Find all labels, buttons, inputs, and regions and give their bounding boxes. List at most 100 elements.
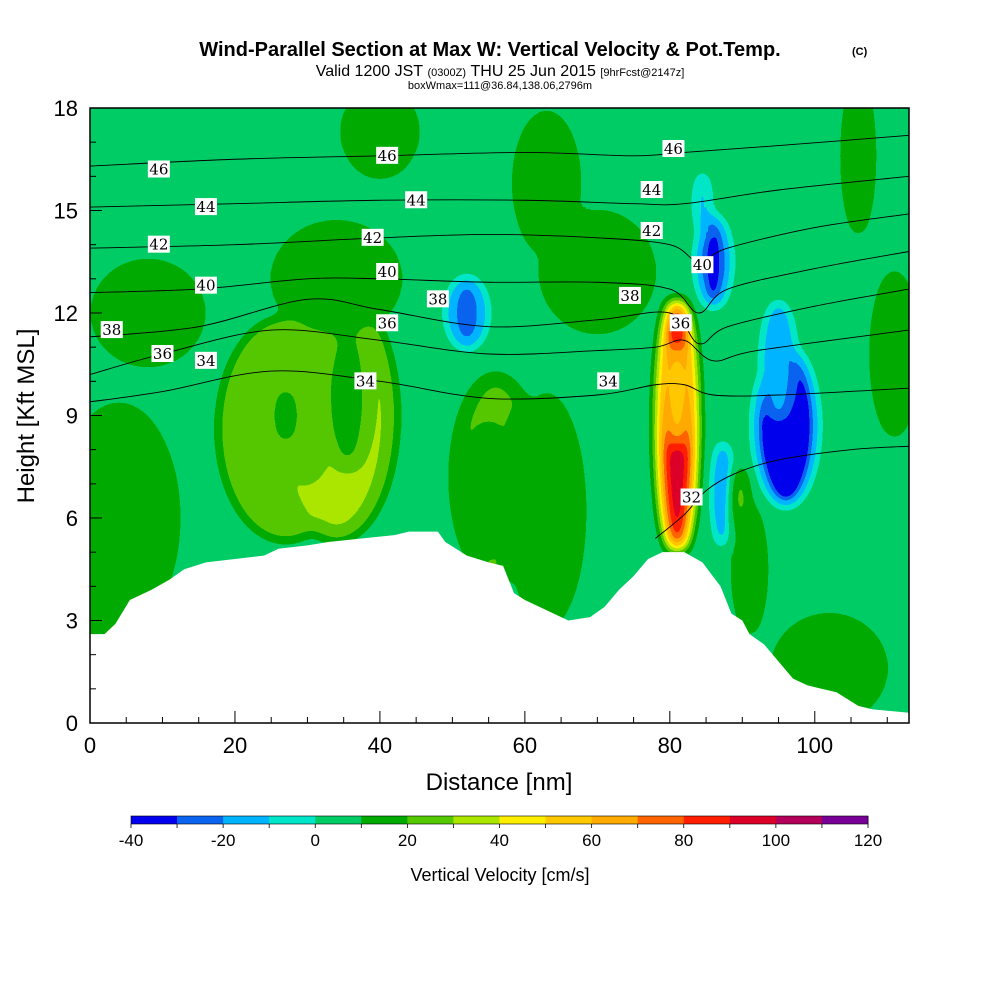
velocity-cell — [445, 275, 489, 351]
contour-label: 34 — [194, 351, 217, 370]
theta-contours — [90, 134, 909, 539]
contour-label-text: 42 — [149, 236, 168, 254]
colorbar-swatch — [131, 816, 178, 824]
y-tick-label: 15 — [54, 199, 78, 224]
contour-label: 36 — [151, 345, 174, 363]
contour-label: 38 — [426, 290, 449, 308]
colorbar-label: Vertical Velocity [cm/s] — [410, 865, 589, 885]
contour-label-bg — [151, 345, 174, 362]
contour-label-text: 36 — [153, 345, 172, 363]
copyright-mark: (C) — [852, 46, 868, 58]
x-tick-label: 40 — [368, 733, 392, 758]
colorbar-tick-label: 40 — [490, 831, 509, 850]
colorbar-tick-label: -20 — [211, 831, 236, 850]
valid-prefix: Valid 1200 JST — [316, 63, 424, 80]
contour-label-text: 34 — [356, 372, 375, 390]
valid-time-line: Valid 1200 JST (0300Z) THU 25 Jun 2015 [… — [316, 63, 685, 80]
contour-label-bg — [426, 290, 449, 308]
contour-label: 46 — [376, 146, 399, 165]
y-tick-label: 3 — [66, 609, 78, 634]
colorbar-swatch — [361, 816, 408, 824]
contour-label-text: 44 — [196, 198, 215, 216]
contour-label-bg — [100, 321, 123, 339]
contour-label-text: 44 — [407, 191, 426, 209]
colorbar-tick-label: 20 — [398, 831, 417, 850]
contour-label: 38 — [100, 321, 123, 339]
terrain — [90, 531, 909, 723]
forecast-info: [9hrFcst@2147z] — [600, 67, 684, 79]
colorbar-swatch — [821, 816, 869, 824]
contour-label: 44 — [640, 181, 663, 199]
contour-label-text: 40 — [378, 263, 397, 281]
y-tick-label: 0 — [66, 711, 78, 736]
contour-label-text: 38 — [428, 290, 447, 308]
contour-label-bg — [597, 372, 620, 390]
theta-contour-36 — [90, 329, 909, 375]
velocity-cell — [503, 388, 591, 635]
contour-label-text: 46 — [664, 140, 683, 158]
contour-label-bg — [376, 146, 399, 164]
colorbar-swatch — [637, 816, 685, 824]
contour-label-bg — [618, 286, 641, 304]
contour-label: 40 — [194, 276, 217, 295]
contour-label-text: 42 — [363, 229, 382, 247]
colorbar-swatch — [315, 816, 362, 824]
contour-label-bg — [376, 263, 399, 280]
contour-label-bg — [194, 276, 217, 294]
velocity-cell — [869, 268, 909, 440]
velocity-cell — [760, 299, 797, 423]
contour-label-bg — [194, 351, 217, 369]
contour-label: 46 — [662, 140, 685, 158]
colorbar-swatch — [729, 816, 777, 824]
velocity-cell — [90, 258, 206, 368]
y-tick-label: 6 — [66, 506, 78, 531]
theta-contour-40 — [90, 251, 909, 314]
velocity-cell — [466, 429, 511, 553]
contour-label: 34 — [354, 372, 377, 390]
contour-label-bg — [662, 140, 685, 157]
x-tick-label: 0 — [84, 733, 96, 758]
y-tick-label: 18 — [54, 96, 78, 121]
contour-label: 40 — [376, 263, 399, 281]
contour-label: 40 — [691, 256, 714, 274]
x-tick-label: 20 — [223, 733, 247, 758]
contour-label-text: 42 — [642, 222, 661, 240]
x-tick-label: 100 — [796, 733, 833, 758]
colorbar-tick-label: 60 — [582, 831, 601, 850]
contour-label-bg — [147, 160, 170, 178]
velocity-cell — [90, 398, 185, 638]
theta-contour-46 — [90, 134, 909, 167]
contour-label-text: 46 — [378, 147, 397, 165]
contour-label-bg — [680, 488, 703, 506]
contour-label-bg — [194, 198, 217, 216]
x-tick-label: 60 — [513, 733, 537, 758]
contour-label-bg — [640, 181, 663, 198]
contour-label-text: 38 — [620, 287, 639, 305]
x-tick-label: 80 — [658, 733, 682, 758]
contour-label: 38 — [618, 286, 641, 305]
contour-label-bg — [376, 314, 399, 332]
colorbar: -40 -20 0 20 40 60 80 100 120 — [119, 815, 882, 850]
velocity-cell — [510, 108, 583, 259]
contour-label-bg — [361, 228, 384, 246]
contour-label-text: 34 — [599, 372, 618, 390]
theta-contour-32 — [655, 445, 909, 539]
contour-label-text: 36 — [671, 314, 690, 332]
colorbar-swatch — [545, 816, 593, 824]
velocity-cell — [840, 108, 877, 238]
theta-contour-44 — [90, 175, 909, 208]
velocity-cell — [329, 326, 366, 464]
contour-label-text: 40 — [693, 256, 712, 274]
colorbar-swatch — [683, 816, 731, 824]
contour-label: 36 — [376, 314, 399, 332]
contour-label: 42 — [361, 228, 384, 247]
contour-label: 42 — [147, 235, 170, 254]
contour-label-bg — [405, 191, 428, 209]
contour-label-text: 44 — [642, 181, 661, 199]
y-tick-label: 9 — [66, 404, 78, 429]
contour-label-bg — [640, 222, 663, 239]
contour-label-text: 34 — [196, 352, 215, 370]
contour-label-text: 38 — [102, 321, 121, 339]
contour-label: 44 — [405, 191, 428, 209]
velocity-cell — [730, 500, 769, 638]
